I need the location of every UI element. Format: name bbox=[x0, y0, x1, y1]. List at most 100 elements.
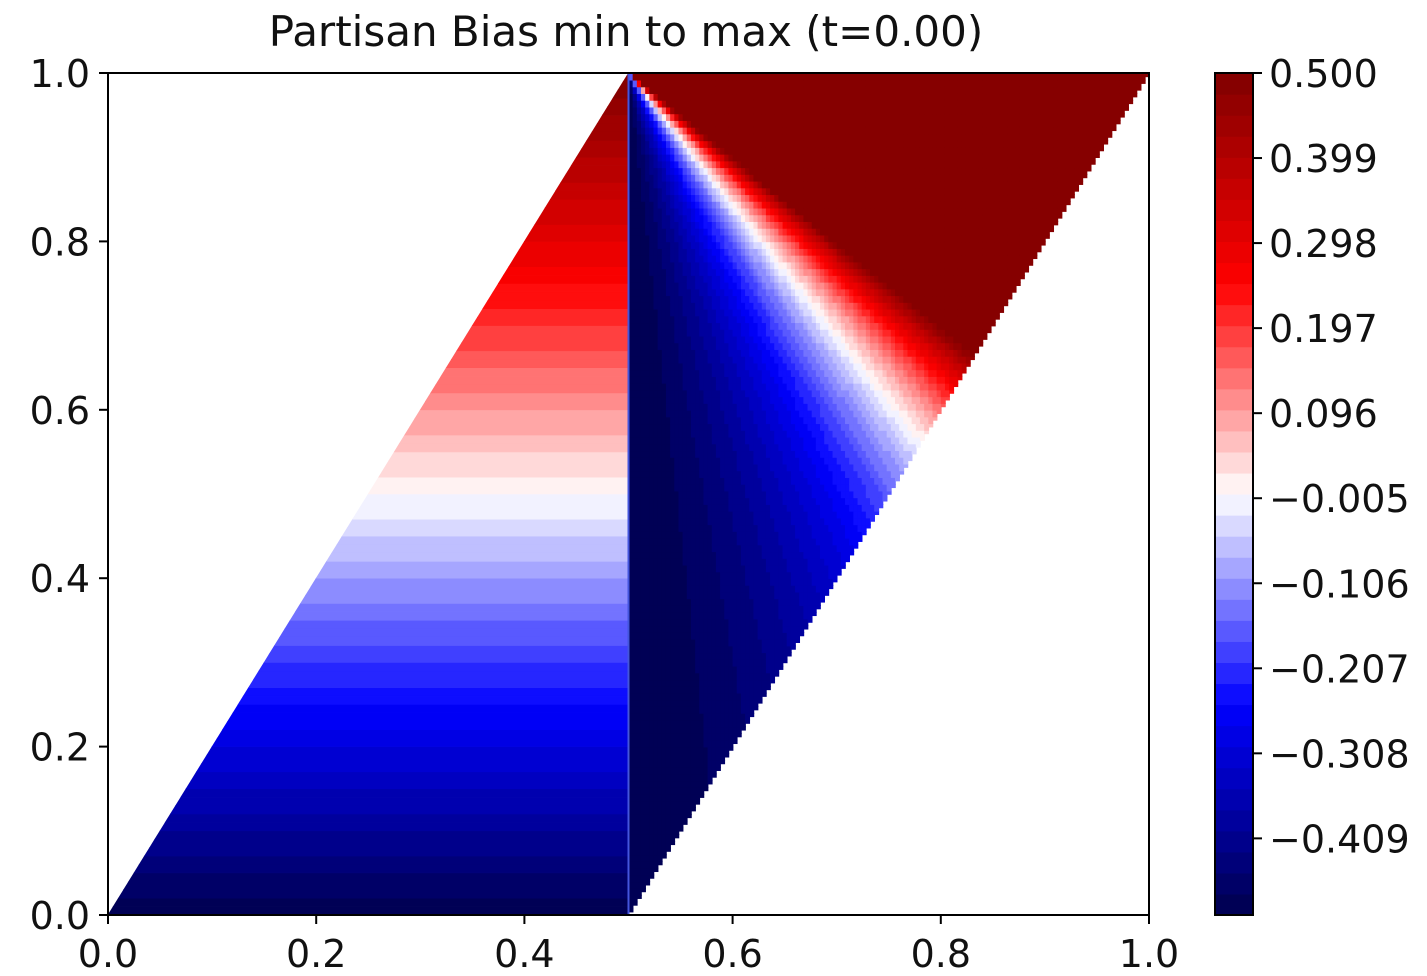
heatmap-cell bbox=[757, 174, 763, 182]
heatmap-cell bbox=[653, 591, 659, 600]
heatmap-cell bbox=[636, 133, 642, 142]
heatmap-cell bbox=[790, 221, 796, 229]
heatmap-cell bbox=[736, 153, 742, 162]
heatmap-cell bbox=[695, 106, 701, 115]
heatmap-cell bbox=[765, 544, 771, 553]
heatmap-cell bbox=[774, 207, 780, 216]
heatmap-cell bbox=[707, 106, 713, 115]
heatmap-cell bbox=[632, 120, 638, 128]
heatmap-cell bbox=[678, 692, 684, 701]
heatmap-cell bbox=[724, 147, 730, 155]
heatmap-cell bbox=[661, 659, 667, 667]
heatmap-cell bbox=[657, 153, 663, 162]
heatmap-cell bbox=[653, 834, 659, 842]
heatmap-cell bbox=[715, 322, 721, 330]
heatmap-band bbox=[477, 308, 629, 318]
heatmap-cell bbox=[711, 73, 717, 81]
heatmap-cell bbox=[682, 746, 688, 755]
heatmap-cell bbox=[736, 699, 742, 707]
heatmap-cell bbox=[695, 349, 701, 357]
heatmap-cell bbox=[682, 436, 688, 445]
heatmap-cell bbox=[657, 665, 663, 674]
heatmap-cell bbox=[707, 160, 713, 169]
heatmap-cell bbox=[770, 133, 776, 142]
heatmap-cell bbox=[682, 490, 688, 499]
heatmap-cell bbox=[745, 295, 751, 303]
heatmap-cell bbox=[720, 531, 726, 539]
heatmap-cell bbox=[761, 268, 767, 276]
heatmap-cell bbox=[636, 706, 642, 714]
heatmap-cell bbox=[745, 241, 751, 249]
heatmap-cell bbox=[640, 396, 646, 404]
heatmap-cell bbox=[715, 746, 721, 755]
heatmap-cell bbox=[657, 638, 663, 647]
heatmap-cell bbox=[703, 712, 709, 721]
heatmap-cell bbox=[711, 423, 717, 431]
heatmap-cell bbox=[703, 685, 709, 694]
heatmap-cell bbox=[815, 254, 821, 263]
heatmap-cell bbox=[682, 793, 688, 802]
heatmap-cell bbox=[795, 140, 801, 148]
heatmap-cell bbox=[799, 436, 805, 445]
heatmap-cell bbox=[778, 120, 784, 128]
heatmap-cell bbox=[649, 126, 655, 135]
heatmap-band bbox=[195, 763, 629, 773]
heatmap-cell bbox=[745, 463, 751, 472]
heatmap-cell bbox=[699, 490, 705, 499]
heatmap-cell bbox=[745, 140, 751, 148]
heatmap-cell bbox=[653, 416, 659, 425]
heatmap-cell bbox=[661, 497, 667, 505]
heatmap-cell bbox=[695, 551, 701, 559]
heatmap-cell bbox=[724, 436, 730, 445]
heatmap-cell bbox=[661, 120, 667, 128]
heatmap-cell bbox=[820, 349, 825, 357]
heatmap-cell bbox=[720, 659, 726, 667]
heatmap-cell bbox=[732, 389, 738, 398]
heatmap-cell bbox=[782, 470, 788, 478]
heatmap-cell bbox=[811, 73, 817, 81]
heatmap-cell bbox=[632, 268, 638, 276]
heatmap-cell bbox=[682, 126, 688, 135]
heatmap-cell bbox=[670, 659, 676, 667]
heatmap-cell bbox=[749, 120, 755, 128]
heatmap-cell bbox=[782, 322, 788, 330]
heatmap-cell bbox=[699, 254, 705, 263]
heatmap-cell bbox=[678, 335, 684, 344]
heatmap-cell bbox=[820, 571, 825, 579]
heatmap-cell bbox=[732, 591, 738, 600]
heatmap-cell bbox=[649, 618, 655, 627]
heatmap-cell bbox=[720, 160, 726, 169]
heatmap-cell bbox=[707, 517, 713, 526]
heatmap-cell bbox=[799, 254, 805, 263]
heatmap-cell bbox=[753, 355, 759, 364]
heatmap-cell bbox=[820, 342, 825, 350]
heatmap-cell bbox=[649, 241, 655, 249]
heatmap-cell bbox=[795, 584, 801, 593]
heatmap-cell bbox=[728, 302, 734, 310]
heatmap-cell bbox=[807, 234, 813, 243]
heatmap-cell bbox=[636, 456, 642, 465]
heatmap-cell bbox=[770, 605, 776, 613]
heatmap-cell bbox=[657, 194, 663, 202]
heatmap-cell bbox=[686, 739, 692, 748]
heatmap-cell bbox=[674, 450, 680, 458]
heatmap-cell bbox=[770, 638, 776, 647]
heatmap-cell bbox=[636, 281, 642, 290]
heatmap-cell bbox=[740, 672, 746, 681]
heatmap-cell bbox=[782, 227, 788, 236]
heatmap-cell bbox=[732, 706, 738, 714]
heatmap-cell bbox=[790, 477, 796, 485]
heatmap-cell bbox=[653, 443, 659, 452]
heatmap-cell bbox=[724, 200, 730, 209]
heatmap-cell bbox=[695, 557, 701, 566]
heatmap-cell bbox=[715, 598, 721, 606]
heatmap-cell bbox=[707, 760, 713, 768]
heatmap-cell bbox=[774, 248, 780, 256]
heatmap-cell bbox=[786, 261, 792, 270]
heatmap-cell bbox=[707, 315, 713, 324]
heatmap-cell bbox=[678, 820, 684, 829]
heatmap-cell bbox=[653, 618, 659, 627]
heatmap-cell bbox=[695, 167, 701, 175]
heatmap-cell bbox=[724, 335, 730, 344]
heatmap-cell bbox=[724, 180, 730, 189]
